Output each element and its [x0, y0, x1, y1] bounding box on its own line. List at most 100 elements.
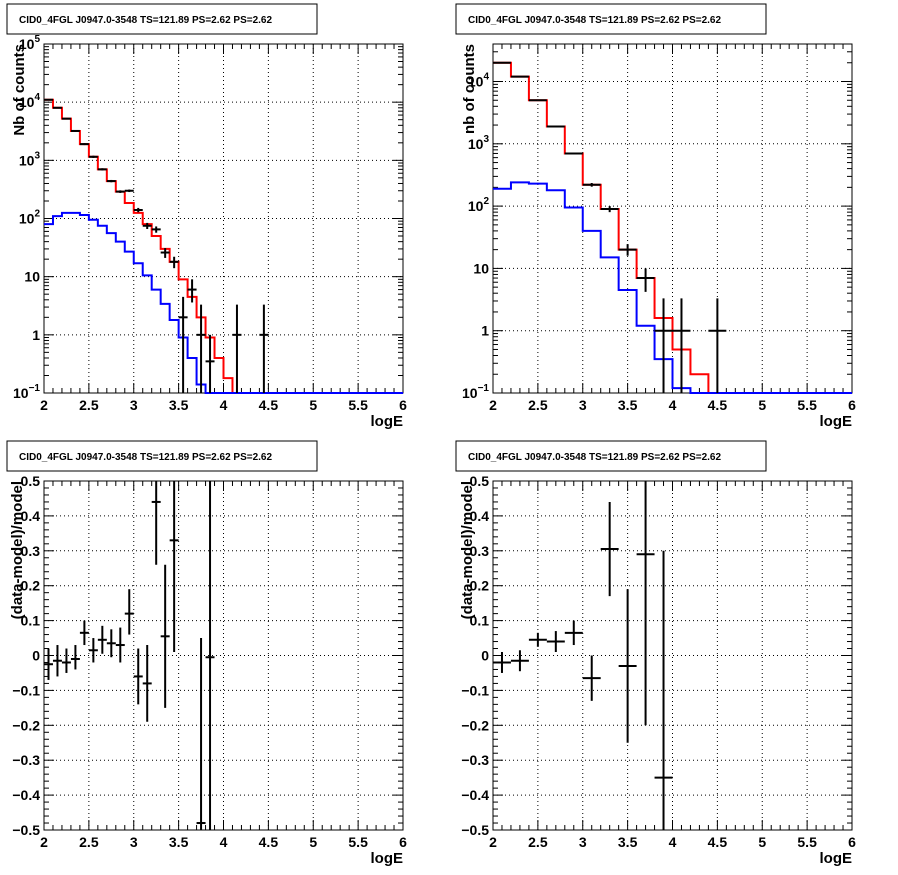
data-point	[133, 207, 143, 213]
data-point	[546, 631, 565, 653]
data-point	[546, 125, 565, 128]
y-tick-label: 0	[481, 648, 489, 664]
y-tick-label: 0.1	[21, 613, 41, 629]
total-model-step-line	[44, 98, 403, 394]
x-axis-title: logE	[371, 850, 404, 867]
data-point	[654, 550, 673, 830]
data-point	[142, 222, 152, 229]
y-tick-label: 0.3	[470, 543, 490, 559]
data-point	[618, 244, 637, 256]
data-point	[97, 625, 107, 654]
x-tick-label: 5	[309, 834, 317, 850]
data-point	[618, 589, 637, 743]
y-tick-label: 10	[473, 260, 489, 276]
data-point	[232, 304, 242, 393]
data-point	[259, 304, 269, 393]
data-point	[106, 629, 116, 658]
data-point	[106, 179, 116, 183]
data-point	[178, 296, 188, 393]
y-tick-label: 0.3	[21, 543, 41, 559]
data-point	[528, 632, 547, 647]
y-tick-label: 105	[19, 34, 41, 52]
data-point	[600, 501, 619, 597]
x-tick-label: 3.5	[618, 397, 638, 413]
y-tick-label: 104	[468, 72, 490, 90]
data-point	[97, 168, 107, 171]
data-point	[654, 298, 673, 393]
data-point	[70, 129, 80, 132]
source-model-step-line	[493, 181, 852, 394]
data-point	[510, 75, 529, 78]
x-tick-label: 4	[669, 834, 677, 850]
y-tick-label: −0.1	[461, 682, 489, 698]
data-point	[708, 298, 727, 393]
data-point	[52, 645, 62, 677]
chart-title: CID0_4FGL J0947.0-3548 TS=121.89 PS=2.62…	[19, 452, 272, 463]
x-tick-label: 6	[848, 834, 856, 850]
x-tick-label: 3	[130, 397, 138, 413]
x-axis-title: logE	[820, 850, 853, 867]
x-tick-label: 6	[399, 834, 407, 850]
y-tick-label: 0.4	[470, 508, 490, 524]
data-point	[187, 279, 197, 303]
x-tick-label: 5.5	[797, 397, 817, 413]
y-tick-label: 0.1	[470, 613, 490, 629]
x-tick-label: 4	[669, 397, 677, 413]
chart-title: CID0_4FGL J0947.0-3548 TS=121.89 PS=2.62…	[468, 15, 721, 26]
x-tick-label: 2	[489, 834, 497, 850]
data-point	[151, 226, 161, 233]
chart-title: CID0_4FGL J0947.0-3548 TS=121.89 PS=2.62…	[19, 15, 272, 26]
x-tick-label: 5	[758, 397, 766, 413]
data-point	[79, 143, 89, 146]
x-axis-title: logE	[371, 413, 404, 430]
data-point	[564, 620, 583, 646]
source-model-step-line	[44, 211, 403, 394]
x-tick-label: 2	[489, 397, 497, 413]
data-point	[582, 655, 601, 701]
data-point	[79, 620, 89, 646]
x-tick-label: 5	[309, 397, 317, 413]
x-tick-label: 5.5	[797, 834, 817, 850]
data-point	[88, 638, 98, 663]
data-point	[493, 652, 511, 673]
y-tick-label: −0.3	[12, 752, 40, 768]
x-tick-label: 6	[399, 397, 407, 413]
data-point	[115, 627, 125, 663]
data-point	[61, 117, 71, 120]
y-axis-title: (data-model)/model	[459, 481, 476, 619]
x-tick-label: 4.5	[708, 397, 728, 413]
y-tick-label: −0.4	[461, 787, 489, 803]
panel-bottom-right: CID0_4FGL J0947.0-3548 TS=121.89 PS=2.62…	[455, 440, 856, 867]
x-tick-label: 2	[40, 397, 48, 413]
y-tick-label: 104	[19, 92, 41, 110]
data-point	[70, 645, 80, 670]
data-point	[528, 99, 547, 102]
y-tick-label: 102	[468, 196, 490, 214]
x-tick-label: 6	[848, 397, 856, 413]
data-point	[160, 564, 170, 708]
chart-title: CID0_4FGL J0947.0-3548 TS=121.89 PS=2.62…	[468, 452, 721, 463]
title-box	[6, 3, 318, 35]
x-tick-label: 2.5	[79, 834, 99, 850]
x-tick-label: 3.5	[169, 397, 189, 413]
data-point	[88, 155, 98, 158]
y-tick-label: −0.5	[461, 822, 489, 838]
data-point	[205, 481, 215, 830]
data-point	[493, 61, 511, 64]
data-point	[564, 152, 583, 155]
y-tick-label: 1	[481, 323, 489, 339]
y-tick-label: −0.2	[461, 717, 489, 733]
x-tick-label: 2.5	[528, 397, 548, 413]
x-tick-label: 3	[579, 834, 587, 850]
data-point	[142, 645, 152, 722]
y-tick-label: −0.1	[12, 682, 40, 698]
x-tick-label: 4.5	[259, 397, 279, 413]
y-tick-label: 0	[32, 648, 40, 664]
data-point	[52, 106, 62, 109]
panel-top-left: CID0_4FGL J0947.0-3548 TS=121.89 PS=2.62…	[6, 3, 407, 430]
y-tick-label: 0.4	[21, 508, 41, 524]
data-point	[133, 648, 143, 705]
x-tick-label: 4	[220, 397, 228, 413]
y-tick-label: 103	[468, 134, 490, 152]
